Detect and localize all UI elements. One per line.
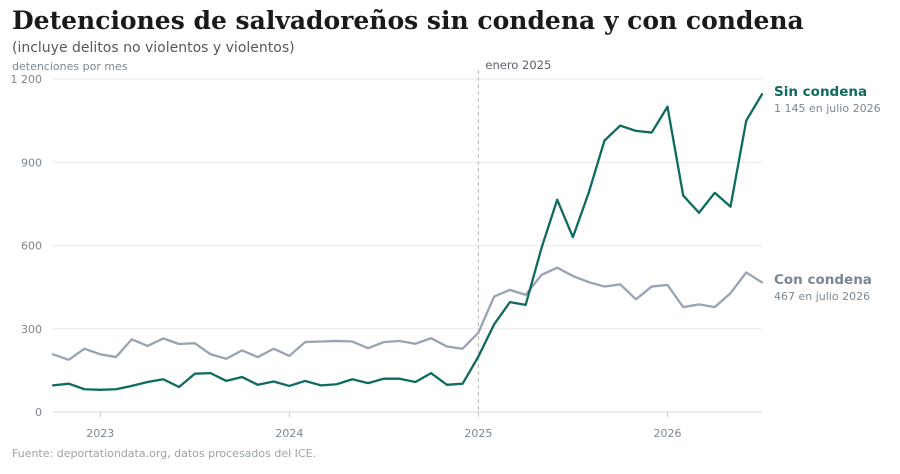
y-tick-label: 0 xyxy=(35,406,42,419)
y-tick-label: 1 200 xyxy=(11,73,43,86)
y-tick-label: 300 xyxy=(21,323,42,336)
grid-lines xyxy=(53,78,762,413)
y-tick-label: 600 xyxy=(21,240,42,253)
axis: 0 300 600 900 1 200 2023 2024 2025 2026 xyxy=(11,73,762,440)
x-tick-label: 2026 xyxy=(653,427,681,440)
source-note: Fuente: deportationdata.org, datos proce… xyxy=(12,447,317,460)
chart-title: Detenciones de salvadoreños sin condena … xyxy=(12,6,804,35)
series-label: Con condena xyxy=(774,272,872,288)
y-axis-label: detenciones por mes xyxy=(12,60,128,73)
series-line-con-condena xyxy=(51,266,764,361)
series-labels: Sin condena 1 145 en julio 2026 Con conden… xyxy=(774,84,881,303)
y-tick-label: 900 xyxy=(21,156,42,169)
series-line-sin-condena xyxy=(51,93,764,391)
series xyxy=(51,93,764,391)
series-label: Sin condena xyxy=(774,84,867,100)
series-end-value: 467 en julio 2026 xyxy=(774,290,870,303)
chart-subtitle: (incluye delitos no violentos y violento… xyxy=(12,40,295,56)
x-tick-label: 2023 xyxy=(86,427,114,440)
series-end-value: 1 145 en julio 2026 xyxy=(774,102,881,115)
x-tick-label: 2024 xyxy=(275,427,303,440)
annotation-label: enero 2025 xyxy=(485,58,551,72)
x-tick-label: 2025 xyxy=(464,427,492,440)
annotation: enero 2025 xyxy=(477,58,551,412)
